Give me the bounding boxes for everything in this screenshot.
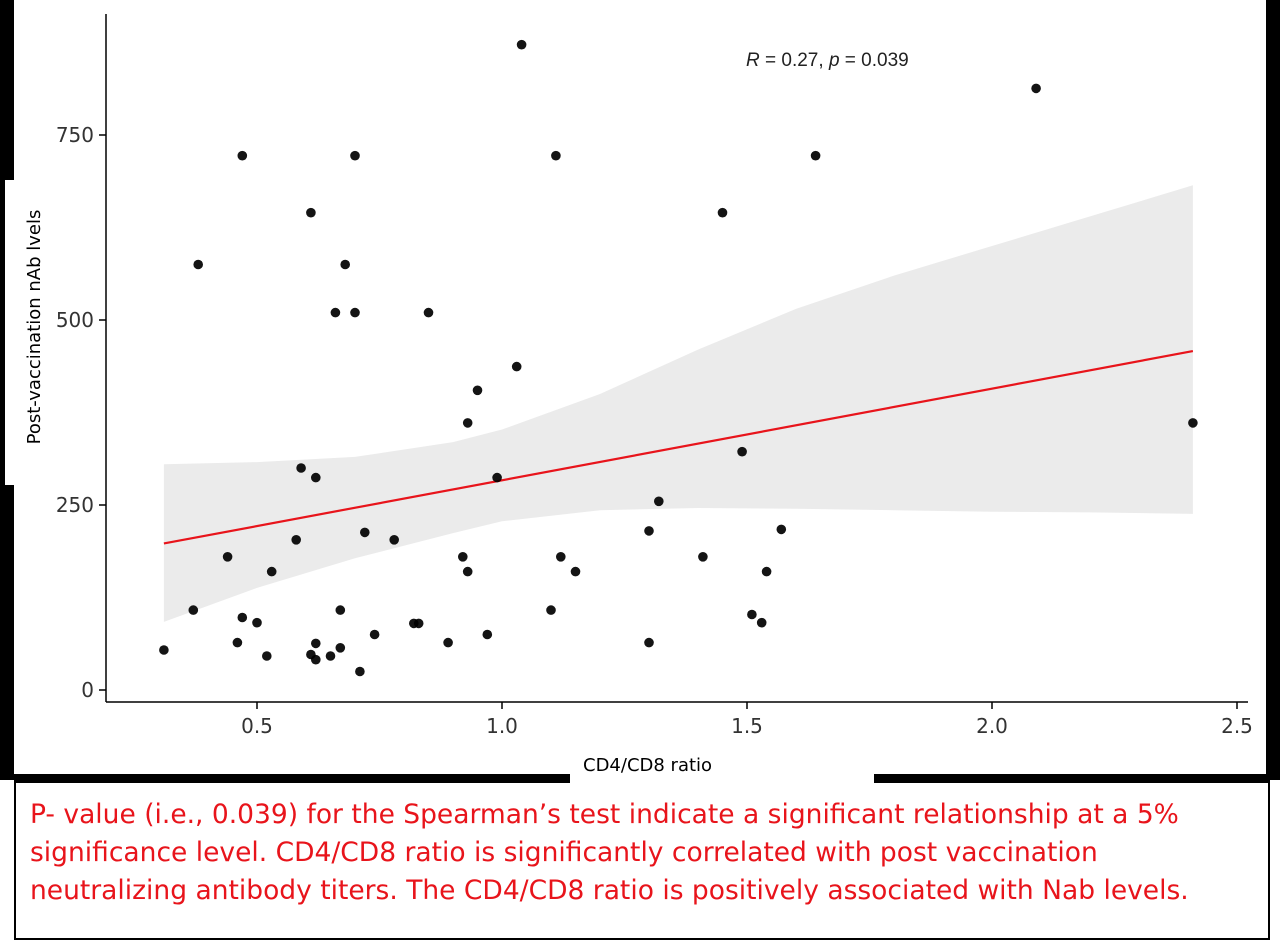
data-point	[340, 259, 351, 270]
x-tick-label: 0.5	[241, 714, 273, 738]
data-point	[413, 618, 424, 629]
y-tick-label: 500	[56, 308, 94, 332]
data-point	[232, 637, 243, 648]
x-tick-label: 1.0	[486, 714, 518, 738]
data-point	[516, 39, 527, 50]
data-point	[761, 566, 772, 577]
data-point	[698, 552, 708, 562]
x-tick-label: 2.5	[1221, 714, 1253, 738]
y-tick-label: 0	[81, 678, 94, 702]
data-point	[462, 418, 473, 428]
data-point	[810, 150, 821, 161]
y-tick-label: 750	[56, 123, 94, 147]
data-point	[1031, 83, 1041, 94]
x-tick-label: 1.5	[731, 714, 763, 738]
data-point	[756, 617, 767, 628]
x-tick-label: 2.0	[976, 714, 1008, 738]
data-point	[443, 637, 453, 648]
p-symbol: p	[828, 50, 840, 71]
regression-line	[163, 349, 1194, 545]
caption-text: P- value (i.e., 0.039) for the Spearman’…	[30, 796, 1260, 910]
caption-line-2: significance level. CD4/CD8 ratio is sig…	[30, 837, 1098, 868]
data-point	[306, 207, 316, 218]
data-point	[644, 526, 654, 536]
data-point	[311, 638, 321, 649]
data-point	[776, 524, 787, 535]
data-point	[472, 385, 483, 396]
data-point	[330, 307, 341, 318]
data-point	[222, 552, 233, 562]
data-point	[325, 651, 336, 661]
data-point	[1188, 418, 1198, 428]
correlation-annotation: R = 0.27, p = 0.039	[746, 50, 909, 72]
r-value-text: = 0.27,	[759, 50, 829, 71]
data-point	[369, 629, 380, 640]
p-value-text: = 0.039	[839, 50, 909, 71]
data-point	[291, 535, 302, 545]
data-point	[492, 472, 502, 483]
y-tick-label: 250	[56, 493, 94, 517]
y-axis-label: Post-vaccination nAb lvels	[24, 209, 45, 445]
data-point	[462, 566, 473, 577]
y-axis-label-background	[5, 180, 39, 485]
data-point	[654, 496, 664, 507]
data-point	[551, 150, 561, 161]
data-point	[350, 307, 360, 318]
data-point	[335, 643, 346, 653]
data-point	[737, 446, 747, 457]
data-point	[237, 150, 248, 161]
x-axis-label: CD4/CD8 ratio	[583, 755, 713, 776]
data-point	[423, 307, 434, 318]
data-point	[262, 651, 272, 661]
data-point	[335, 605, 346, 615]
data-point	[350, 150, 360, 161]
data-point	[266, 566, 277, 577]
bottom-frame-bar-right	[874, 774, 1270, 783]
data-point	[355, 666, 365, 677]
caption-line-1: P- value (i.e., 0.039) for the Spearman’…	[30, 799, 1179, 830]
data-point	[311, 472, 321, 483]
data-point	[511, 361, 522, 372]
bottom-frame-bar-left	[14, 774, 570, 783]
caption-box	[14, 782, 1270, 940]
data-point	[311, 654, 321, 665]
data-point	[159, 645, 169, 655]
data-point	[296, 463, 306, 473]
data-point	[717, 207, 728, 218]
right-frame-bar	[1266, 0, 1280, 780]
caption-line-3: neutralizing antibody titers. The CD4/CD…	[30, 875, 1189, 906]
data-point	[458, 552, 468, 562]
data-point	[389, 535, 400, 545]
data-point	[188, 605, 199, 615]
data-point	[546, 605, 556, 615]
data-point	[644, 637, 654, 648]
data-point	[360, 527, 370, 538]
data-point	[482, 629, 493, 640]
data-point	[252, 617, 262, 628]
data-point	[747, 609, 757, 620]
r-symbol: R	[746, 50, 760, 71]
data-point	[237, 612, 248, 623]
confidence-band	[163, 185, 1193, 622]
data-point	[570, 566, 581, 577]
data-point	[556, 552, 566, 562]
data-point	[193, 259, 203, 270]
